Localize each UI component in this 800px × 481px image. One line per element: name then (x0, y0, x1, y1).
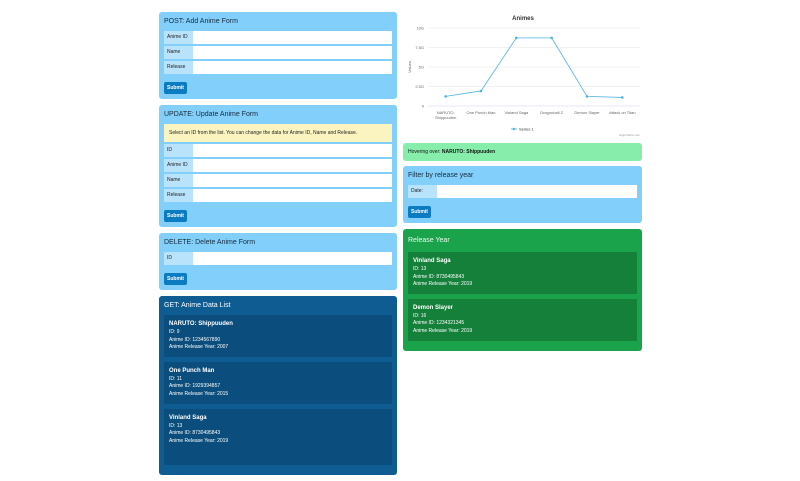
y-tick-label: 0 (422, 104, 425, 109)
anime-db-id: ID: 13 (169, 422, 183, 429)
legend-item: Series 1 (519, 127, 534, 132)
name-label: Name (164, 46, 193, 59)
hover-status: Hovering over: NARUTO: Shippuuden (403, 143, 642, 161)
anime-list-title: GET: Anime Data List (164, 302, 231, 309)
anime-release-year: Anime Release Year: 2019 (413, 281, 473, 288)
anime-data-list: GET: Anime Data List NARUTO: Shippuuden I… (159, 296, 397, 476)
anime-card[interactable]: Demon Slayer ID: 16 Anime ID: 1234321345 An… (408, 298, 637, 341)
update-submit-button[interactable]: Submit (164, 210, 187, 222)
hover-prefix: Hovering over: (408, 149, 442, 155)
anime-db-id: ID: 9 (169, 329, 180, 335)
anime-id: Anime ID: 1929394857 (169, 383, 221, 390)
update-form: UPDATE: Update Anime Form Select an ID f… (159, 105, 397, 227)
filter-title: Filter by release year (408, 172, 474, 179)
delete-submit-button[interactable]: Submit (164, 273, 187, 285)
y-tick-label: 5G (419, 65, 424, 70)
post-name-input[interactable] (193, 46, 392, 59)
chart-svg: Animes Values 0 2.5G 5G 7.5G 10G NARUTO: Shippuu… (407, 16, 640, 137)
name-label: Name (164, 174, 193, 187)
x-tick-label: Attack on Titan (609, 110, 635, 115)
data-point (479, 89, 483, 93)
chart-credit: Highcharts.com (619, 133, 640, 137)
anime-db-id: ID: 13 (413, 266, 427, 272)
anime-card[interactable]: One Punch Man ID: 11 Anime ID: 1929394857 A… (164, 361, 392, 404)
anime-card[interactable]: Vinland Saga ID: 13 Anime ID: 8730495843 An… (408, 252, 637, 294)
anime-release-year: Anime Release Year: 2015 (169, 390, 229, 397)
release-year-results: Release Year Vinland Saga ID: 13 Anime ID:… (403, 229, 642, 351)
y-axis-label: Values (407, 61, 412, 73)
anime-name: Vinland Saga (169, 414, 207, 421)
anime-name: Vinland Saga (413, 258, 451, 264)
data-point (444, 95, 447, 98)
y-tick-label: 10G (416, 26, 424, 31)
release-year-title: Release Year (408, 237, 450, 244)
x-tick-label: One Punch Man (467, 110, 496, 115)
update-form-title: UPDATE: Update Anime Form (164, 111, 259, 118)
legend-marker-icon (512, 127, 516, 131)
update-anime-id-input[interactable] (193, 159, 392, 172)
post-form-title: POST: Add Anime Form (164, 18, 238, 25)
anime-db-id: ID: 11 (169, 375, 182, 382)
delete-form-title: DELETE: Delete Anime Form (164, 239, 256, 246)
anime-release-year: Anime Release Year: 2019 (169, 437, 229, 444)
post-anime-id-input[interactable] (193, 31, 392, 44)
release-label: Release (164, 61, 193, 74)
anime-name: Demon Slayer (413, 304, 454, 311)
anime-chart: Animes Values 0 2.5G 5G 7.5G 10G NARUTO: Shippuu… (403, 10, 642, 138)
data-point (621, 96, 624, 99)
left-column: POST: Add Anime Form Anime ID Name Relea… (159, 12, 397, 481)
update-name-input[interactable] (193, 174, 392, 187)
anime-card[interactable]: NARUTO: Shippuuden ID: 9 Anime ID: 1234567… (164, 315, 392, 357)
anime-id: Anime ID: 8730495843 (413, 273, 465, 280)
anime-release-year: Anime Release Year: 2007 (169, 344, 229, 351)
anime-card[interactable]: Vinland Saga ID: 13 Anime ID: 8730495843 An… (164, 408, 392, 466)
update-release-input[interactable] (193, 189, 392, 202)
anime-id: Anime ID: 1234321345 (413, 320, 465, 327)
anime-id-label: Anime ID (164, 159, 193, 172)
date-label: Date: (408, 185, 437, 198)
y-tick-label: 2.5G (415, 84, 424, 89)
anime-name: NARUTO: Shippuuden (169, 321, 233, 327)
y-tick-label: 7.5G (415, 45, 424, 50)
anime-db-id: ID: 16 (413, 312, 427, 319)
right-column: Animes Values 0 2.5G 5G 7.5G 10G NARUTO: Shippuu… (403, 10, 642, 357)
release-label: Release (164, 189, 193, 202)
data-point (585, 95, 589, 98)
update-id-input[interactable] (193, 144, 392, 157)
delete-form: DELETE: Delete Anime Form ID Submit (159, 233, 397, 290)
hover-name: NARUTO: Shippuuden (441, 149, 496, 155)
id-label: ID (164, 252, 193, 265)
post-release-input[interactable] (193, 61, 392, 74)
delete-id-input[interactable] (193, 252, 392, 265)
post-submit-button[interactable]: Submit (164, 82, 187, 94)
chart-title: Animes (512, 16, 534, 22)
anime-id: Anime ID: 8730495843 (169, 430, 221, 437)
x-tick-label: NARUTO: Shippuuden (435, 110, 456, 120)
x-tick-label: Dragonball Z (540, 110, 563, 115)
date-input[interactable] (437, 185, 637, 198)
anime-release-year: Anime Release Year: 2019 (413, 327, 473, 334)
filter-form: Filter by release year Date: Submit (403, 166, 642, 223)
update-note: Select an ID from the list. You can chan… (164, 124, 392, 142)
x-tick-label: Demon Slayer (574, 110, 600, 115)
id-label: ID (164, 144, 193, 157)
series-line (445, 37, 623, 98)
anime-id: Anime ID: 1234567890 (169, 336, 221, 343)
data-point (550, 36, 553, 40)
data-point (515, 36, 518, 40)
post-form: POST: Add Anime Form Anime ID Name Relea… (159, 12, 397, 99)
filter-submit-button[interactable]: Submit (408, 206, 431, 218)
x-tick-label: Vinland Saga (504, 110, 529, 115)
anime-id-label: Anime ID (164, 31, 193, 44)
anime-name: One Punch Man (169, 367, 215, 374)
